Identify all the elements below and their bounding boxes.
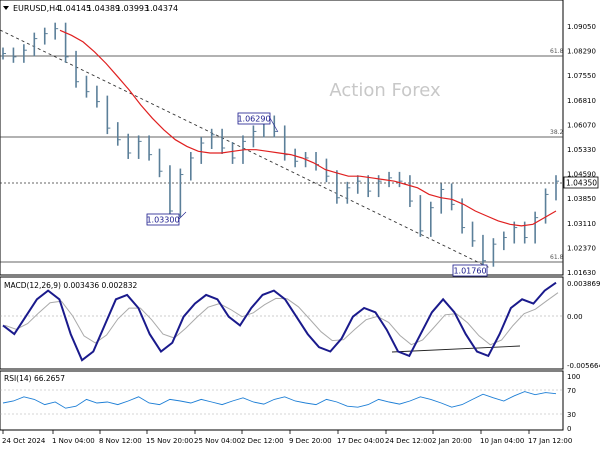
rsi-line[interactable] bbox=[2, 391, 557, 409]
time-axis-label: 15 Nov 20:00 bbox=[146, 437, 193, 445]
price-header: EURUSD,H4 1.04145 1.04389 1.03993 1.0437… bbox=[3, 4, 178, 13]
time-axis-label: 24 Dec 12:00 bbox=[385, 437, 432, 445]
price-axis-label: 1.03110 bbox=[567, 220, 596, 228]
current-price-label: 1.04350 bbox=[566, 179, 597, 188]
macd-axis-label: 0.00 bbox=[567, 313, 583, 321]
fib-label: 61.8 bbox=[550, 254, 564, 261]
macd-axis-label: -0.005664 bbox=[567, 362, 600, 370]
time-axis-label: 1 Nov 04:00 bbox=[52, 437, 95, 445]
price-annotation[interactable]: 1.01760 bbox=[452, 264, 488, 277]
open-value: 1.04145 bbox=[58, 4, 91, 13]
rsi-axis-label: 100 bbox=[567, 373, 580, 381]
watermark: Action Forex bbox=[329, 80, 441, 101]
time-axis-label: 25 Nov 04:00 bbox=[194, 437, 241, 445]
price-axis-label: 1.07550 bbox=[567, 72, 596, 80]
macd-panel[interactable] bbox=[0, 276, 564, 370]
time-axis-label: 9 Dec 20:00 bbox=[289, 437, 332, 445]
price-annotation[interactable]: 1.03300 bbox=[146, 211, 187, 226]
macd-label: MACD(12,26,9) 0.003436 0.002832 bbox=[4, 281, 138, 290]
price-axis-label: 1.03850 bbox=[567, 195, 596, 203]
price-axis-label: 1.09050 bbox=[567, 23, 596, 31]
rsi-axis-label: 0 bbox=[567, 425, 571, 433]
price-axis-label: 1.06810 bbox=[567, 97, 596, 105]
time-axis-label: 8 Nov 12:00 bbox=[99, 437, 142, 445]
fib-label: 61.8 bbox=[550, 48, 564, 55]
annotation-label: 1.06290 bbox=[237, 115, 270, 124]
rsi-axis-label: 70 bbox=[567, 387, 576, 395]
price-panel[interactable] bbox=[0, 0, 564, 276]
time-axis-label: 17 Dec 04:00 bbox=[337, 437, 384, 445]
time-axis-label: 24 Oct 2024 bbox=[2, 437, 46, 445]
time-axis-label: 2 Jan 20:00 bbox=[432, 437, 472, 445]
macd-axis-label: 0.003869 bbox=[567, 280, 600, 288]
price-axis-label: 1.05330 bbox=[567, 146, 596, 154]
rsi-label: RSI(14) 66.2657 bbox=[4, 374, 65, 383]
time-axis-label: 10 Jan 04:00 bbox=[480, 437, 524, 445]
macd-divergence-line[interactable] bbox=[391, 345, 521, 353]
trend-line[interactable] bbox=[0, 29, 491, 269]
current-price-tag bbox=[563, 176, 599, 189]
moving-average-line[interactable] bbox=[59, 29, 557, 227]
price-axis-label: 1.06070 bbox=[567, 121, 596, 129]
price-axis[interactable]: 1.09050 1.08290 1.07550 1.06810 1.06070 1.053… bbox=[567, 23, 596, 277]
time-axis-label: 17 Jan 12:00 bbox=[528, 437, 572, 445]
price-axis-label: 1.04590 bbox=[567, 171, 596, 179]
collapse-triangle-icon[interactable] bbox=[3, 6, 9, 10]
close-value: 1.04374 bbox=[145, 4, 178, 13]
price-axis-label: 1.08290 bbox=[567, 48, 596, 56]
rsi-panel[interactable] bbox=[0, 370, 564, 431]
low-value: 1.03993 bbox=[116, 4, 149, 13]
macd-main-line[interactable] bbox=[2, 281, 557, 362]
price-axis-label: 1.01630 bbox=[567, 269, 596, 277]
high-value: 1.04389 bbox=[87, 4, 120, 13]
fib-label: 38.2 bbox=[550, 129, 564, 136]
price-series bbox=[2, 22, 559, 267]
time-axis-label: 2 Dec 12:00 bbox=[241, 437, 284, 445]
symbol-label: EURUSD,H4 bbox=[13, 4, 60, 13]
price-annotation[interactable]: 1.06290 bbox=[237, 112, 279, 133]
price-axis-label: 1.02370 bbox=[567, 244, 596, 252]
annotation-label: 1.01760 bbox=[453, 267, 486, 276]
annotation-label: 1.03300 bbox=[146, 216, 179, 225]
time-axis[interactable]: 24 Oct 2024 1 Nov 04:00 8 Nov 12:00 15 Nov … bbox=[2, 430, 572, 445]
horizontal-levels: 61.8 38.2 61.8 bbox=[0, 48, 564, 263]
rsi-axis-label: 30 bbox=[567, 411, 576, 419]
